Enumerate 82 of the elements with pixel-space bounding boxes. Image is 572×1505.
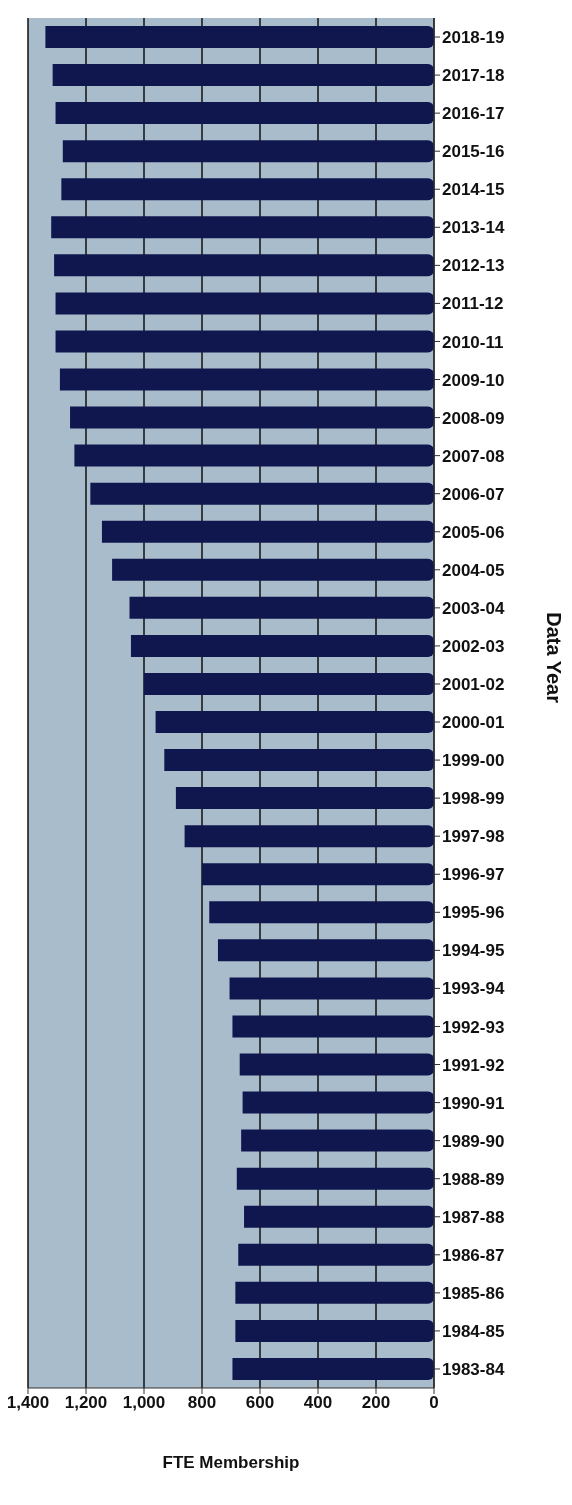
y-tick-label: 2012-13 [442, 256, 505, 276]
x-tick-label: 1,000 [122, 1393, 166, 1413]
x-tick-label: 800 [187, 1393, 217, 1413]
y-tick-label: 1989-90 [442, 1131, 505, 1151]
y-tick-label: 1985-86 [442, 1283, 505, 1303]
y-tick-label: 1992-93 [442, 1017, 505, 1037]
y-tick-label: 2008-09 [442, 408, 505, 428]
bar [55, 330, 434, 353]
y-tick-label: 1990-91 [442, 1093, 505, 1113]
bar [229, 977, 434, 1000]
bar [232, 1357, 434, 1380]
y-tick-label: 2002-03 [442, 636, 505, 656]
bar [232, 1015, 434, 1038]
y-tick-label: 1983-84 [442, 1360, 505, 1380]
y-tick-label: 2004-05 [442, 560, 505, 580]
y-tick-label: 1996-97 [442, 865, 505, 885]
bar [59, 368, 434, 391]
y-tick-label: 1986-87 [442, 1245, 505, 1265]
bar [90, 482, 434, 505]
y-tick-label: 1995-96 [442, 903, 505, 923]
bar [130, 634, 434, 657]
y-tick-label: 1998-99 [442, 789, 505, 809]
y-tick-label: 1984-85 [442, 1321, 505, 1341]
y-tick-label: 1993-94 [442, 979, 505, 999]
bar [239, 1053, 434, 1076]
bar [129, 596, 434, 619]
y-tick-label: 2006-07 [442, 484, 505, 504]
bar [217, 939, 434, 962]
bar [175, 787, 434, 810]
y-tick-label: 2000-01 [442, 713, 505, 733]
bar [70, 406, 434, 429]
x-tick-label: 1,400 [6, 1393, 50, 1413]
bar [235, 1319, 434, 1342]
bar [101, 520, 434, 543]
bar [74, 444, 434, 467]
y-tick-label: 1999-00 [442, 751, 505, 771]
bar [55, 102, 434, 125]
y-tick-label: 2007-08 [442, 446, 505, 466]
bar [235, 1281, 434, 1304]
bar [236, 1167, 434, 1190]
x-tick-label: 400 [303, 1393, 333, 1413]
y-tick-label: 1988-89 [442, 1169, 505, 1189]
y-tick-label: 2015-16 [442, 142, 505, 162]
y-tick-label: 1994-95 [442, 941, 505, 961]
y-tick-label: 2003-04 [442, 598, 505, 618]
y-tick-label: 2013-14 [442, 218, 505, 238]
y-tick-label: 2009-10 [442, 370, 505, 390]
bar [238, 1243, 434, 1266]
bar [61, 178, 434, 201]
bar [241, 1129, 434, 1152]
y-tick-label: 2017-18 [442, 66, 505, 86]
y-tick-label: 2018-19 [442, 28, 505, 48]
bar [209, 901, 434, 924]
bar [112, 558, 434, 581]
y-tick-label: 1987-88 [442, 1207, 505, 1227]
y-tick-label: 2011-12 [442, 294, 504, 314]
y-tick-label: 2010-11 [442, 332, 504, 352]
bar [155, 711, 434, 733]
bar [164, 749, 434, 772]
x-axis-title: FTE Membership [162, 1453, 300, 1472]
x-tick-label: 0 [429, 1393, 439, 1413]
y-tick-label: 2016-17 [442, 104, 505, 124]
x-tick-label: 1,200 [64, 1393, 108, 1413]
y-tick-label: 2005-06 [442, 522, 505, 542]
bar [45, 26, 434, 48]
bar [52, 64, 434, 87]
bar [51, 216, 434, 239]
bar [244, 1205, 434, 1228]
y-axis-title: Data Year [542, 612, 565, 704]
bar [202, 863, 434, 886]
bar [54, 254, 434, 277]
x-tick-label: 600 [245, 1393, 275, 1413]
bar [62, 140, 434, 163]
y-tick-label: 2014-15 [442, 180, 505, 200]
y-tick-label: 2001-02 [442, 675, 505, 695]
bar [242, 1091, 434, 1114]
x-tick-label: 200 [361, 1393, 391, 1413]
y-tick-label: 1991-92 [442, 1055, 505, 1075]
bar [55, 292, 434, 315]
bar [144, 672, 434, 695]
y-tick-label: 1997-98 [442, 827, 505, 847]
bar [184, 825, 434, 848]
